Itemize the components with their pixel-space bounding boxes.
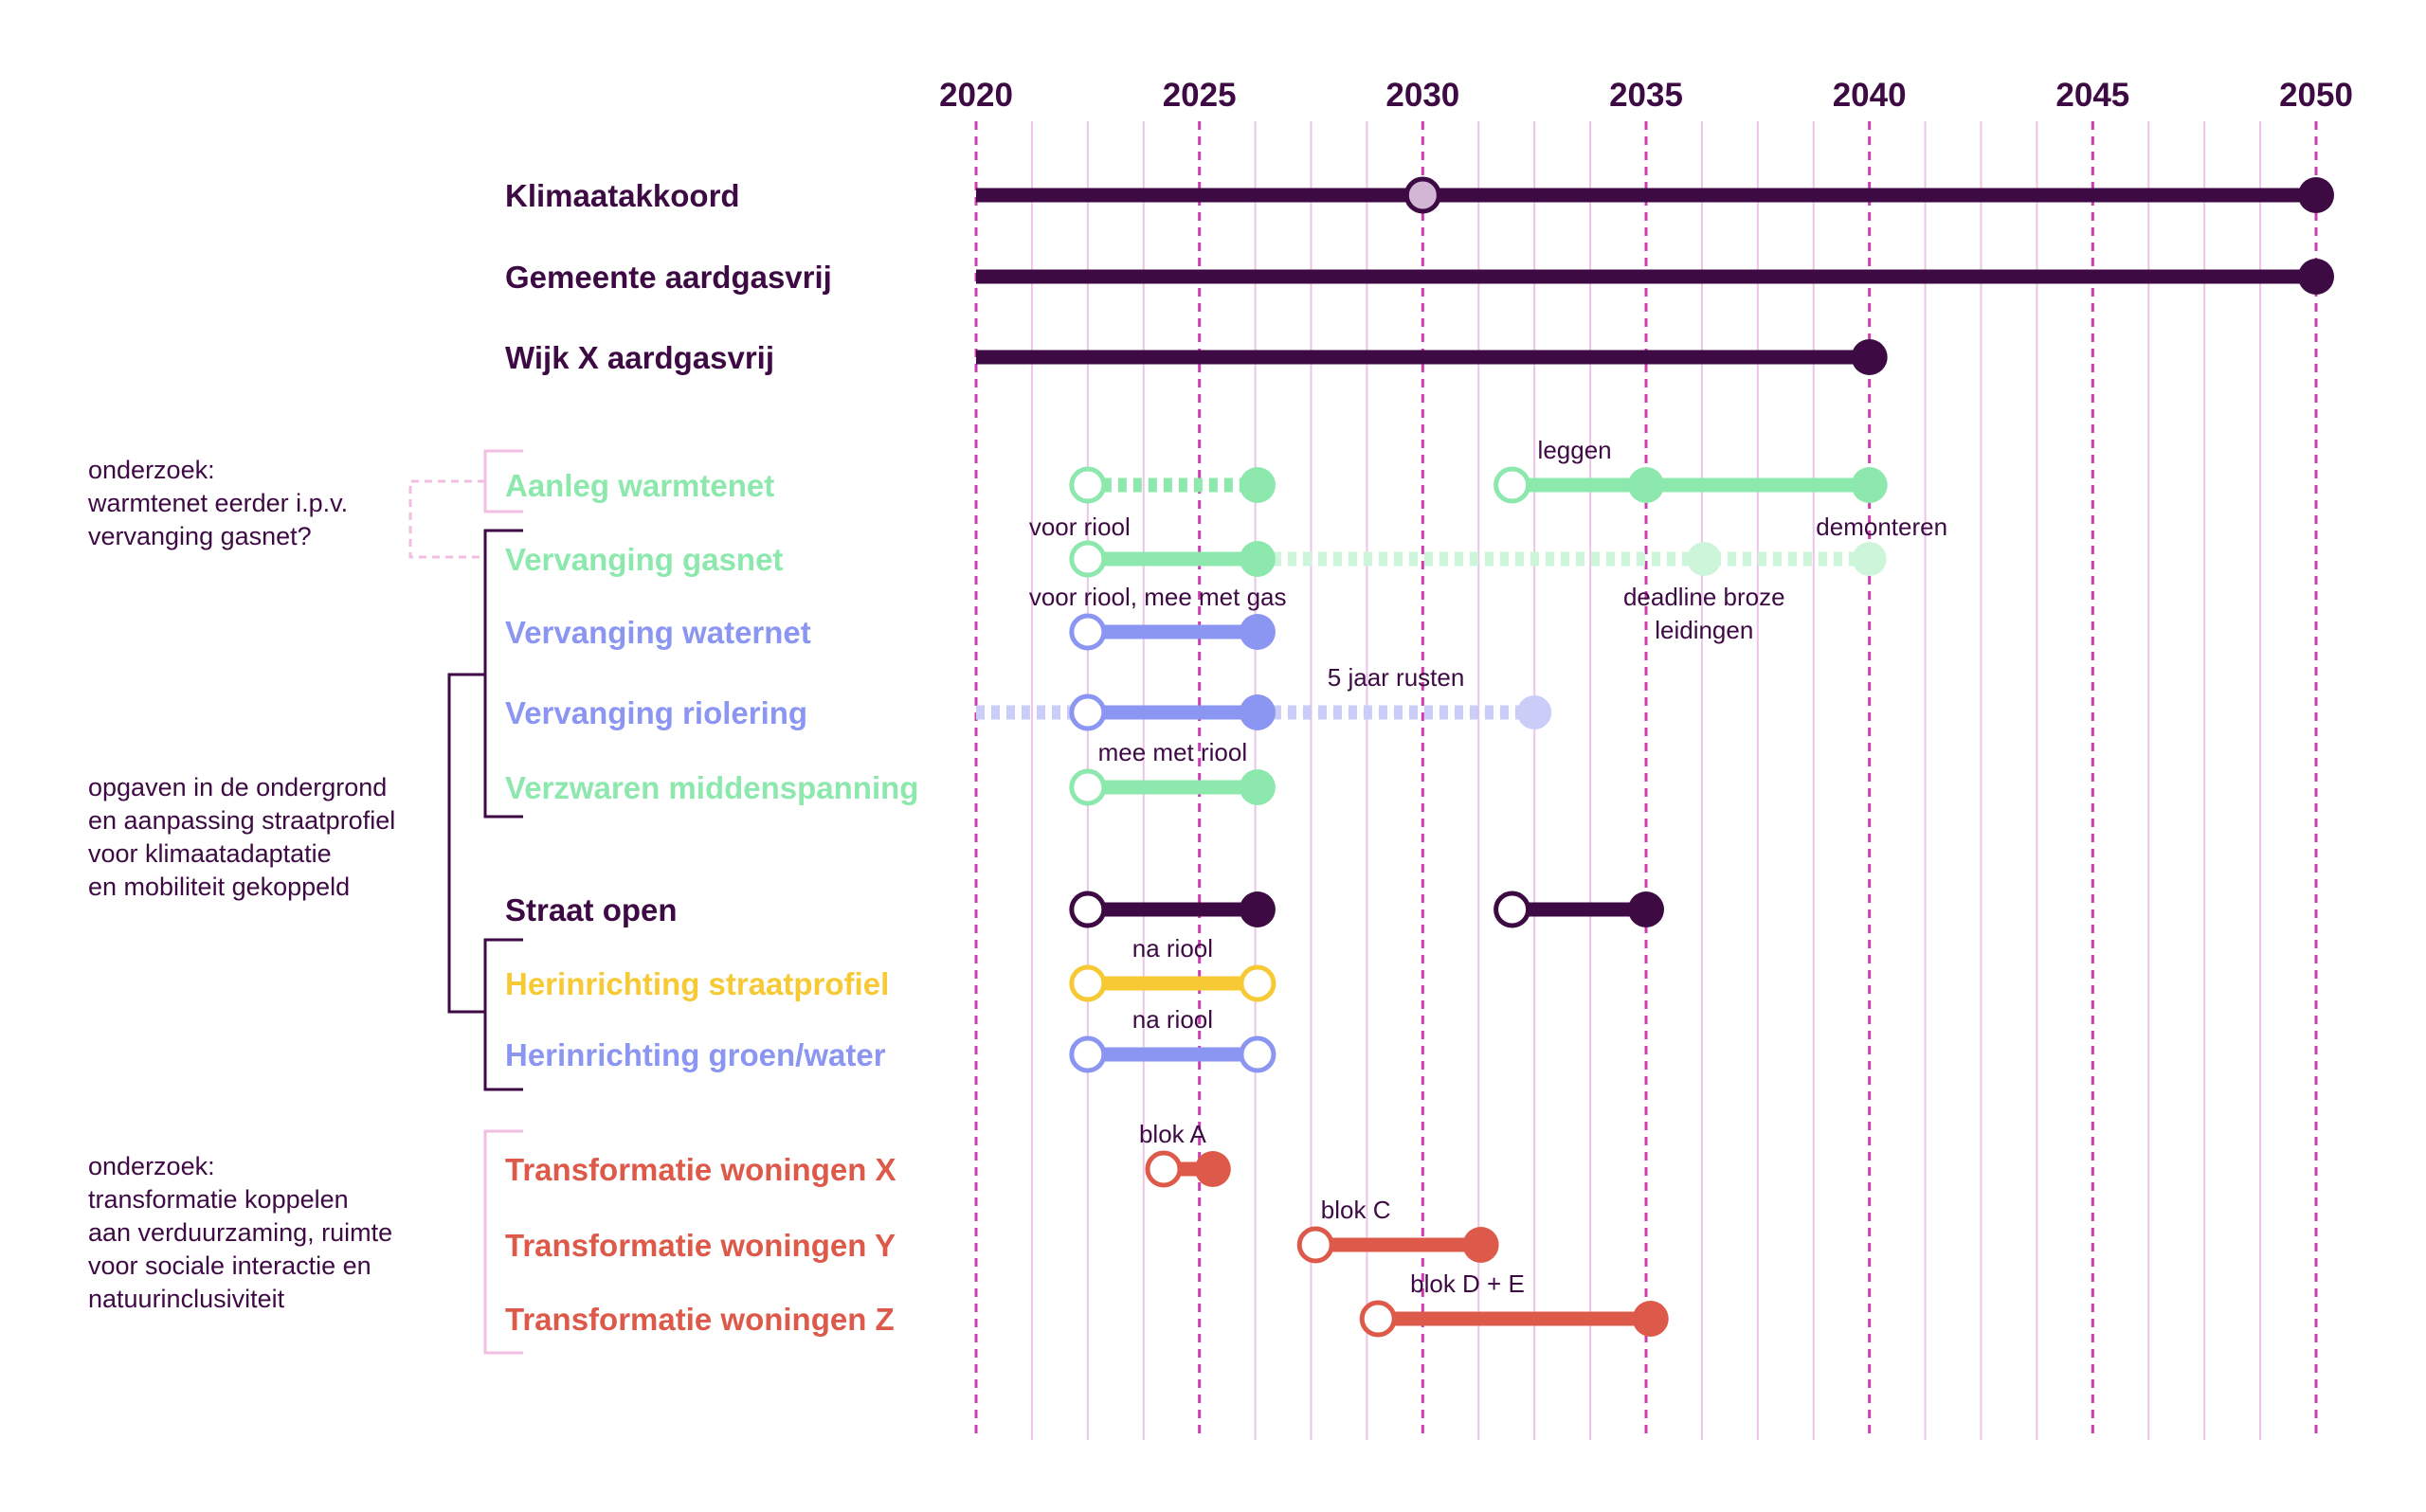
- milestone-hollow: [1359, 1300, 1397, 1338]
- side-notes: onderzoek: warmtenet eerder i.p.v. vervang…: [87, 456, 395, 1313]
- annotation-label: 5 jaar rusten: [1328, 663, 1465, 692]
- timeline-bars: [976, 176, 2334, 1338]
- side-note-line: transformatie koppelen: [88, 1185, 349, 1214]
- annotation-label: blok A: [1139, 1120, 1206, 1148]
- side-note-line: vervanging gasnet?: [88, 522, 312, 550]
- annotation-label: voor riool, mee met gas: [1029, 583, 1287, 611]
- row-label: Aanleg warmtenet: [505, 468, 774, 503]
- milestone-hollow: [1069, 613, 1107, 651]
- milestone-hollow: [1296, 1226, 1334, 1264]
- side-note-line: onderzoek:: [88, 1152, 215, 1180]
- side-note-line: en mobiliteit gekoppeld: [88, 873, 350, 901]
- milestone-filled: [2298, 177, 2334, 213]
- year-tick-label: 2020: [939, 77, 1013, 114]
- bracket-herinrichting: [483, 938, 523, 1091]
- milestone-filled: [1239, 541, 1276, 577]
- side-note-line: aan verduurzaming, ruimte: [88, 1218, 392, 1247]
- row-label: Transformatie woningen X: [505, 1152, 896, 1187]
- row-label: Straat open: [505, 892, 678, 927]
- annotation-label: mee met riool: [1098, 738, 1248, 766]
- milestone-hollow: [1239, 964, 1276, 1002]
- annotation-label: leggen: [1538, 436, 1612, 464]
- annotation-label: leidingen: [1655, 616, 1753, 644]
- milestone-filled: [1851, 467, 1888, 503]
- milestone-filled: [1239, 769, 1276, 805]
- milestone-hollow: [1069, 964, 1107, 1002]
- side-note-line: natuurinclusiviteit: [88, 1285, 285, 1313]
- annotation-label: na riool: [1132, 1005, 1213, 1034]
- row-label: Wijk X aardgasvrij: [505, 340, 774, 375]
- row-label: Vervanging riolering: [505, 695, 807, 730]
- annotation-label: na riool: [1132, 934, 1213, 963]
- milestone-hollow: [1069, 540, 1107, 578]
- row-label: Transformatie woningen Y: [505, 1228, 896, 1263]
- row-label: Vervanging waternet: [505, 615, 811, 650]
- milestone-filled: [1632, 1301, 1669, 1337]
- milestone-hollow: [1069, 768, 1107, 806]
- milestone-light: [1687, 542, 1722, 576]
- milestone-hollow: [1494, 891, 1531, 928]
- milestone-hollow: [1494, 466, 1531, 504]
- bracket-transformatie: [483, 1129, 523, 1355]
- row-label: Gemeente aardgasvrij: [505, 260, 832, 295]
- annotation-label: demonteren: [1816, 513, 1947, 541]
- milestone-filled: [1851, 339, 1888, 375]
- bracket-note-connector: [408, 479, 485, 559]
- milestone-filled: [1239, 694, 1276, 730]
- milestone-filled: [1239, 614, 1276, 650]
- annotation-label: blok C: [1321, 1196, 1391, 1224]
- milestone-filled: [1462, 1227, 1499, 1263]
- milestone-hollow: [1069, 1035, 1107, 1073]
- milestone-light: [1517, 695, 1552, 729]
- milestone-midpoint: [1403, 176, 1441, 214]
- milestone-hollow: [1069, 693, 1107, 731]
- year-tick-label: 2045: [2055, 77, 2129, 114]
- side-note-line: voor sociale interactie en: [88, 1251, 371, 1280]
- side-note-line: onderzoek:: [88, 456, 215, 484]
- side-note-line: en aanpassing straatprofiel: [88, 806, 395, 835]
- year-tick-label: 2025: [1163, 77, 1237, 114]
- annotation-label: voor riool: [1029, 513, 1131, 541]
- year-tick-label: 2040: [1833, 77, 1907, 114]
- row-labels: Klimaatakkoord Gemeente aardgasvrij Wijk X…: [505, 178, 918, 1337]
- row-label: Klimaatakkoord: [505, 178, 740, 213]
- milestone-filled: [1239, 467, 1276, 503]
- side-note-line: voor klimaatadaptatie: [88, 839, 332, 868]
- grouping-brackets: [408, 449, 523, 1355]
- milestone-hollow: [1069, 466, 1107, 504]
- grid-lines: [974, 121, 2318, 1440]
- milestone-filled: [1628, 891, 1664, 927]
- row-label: Verzwaren middenspanning: [505, 770, 918, 805]
- annotation-label: blok D + E: [1410, 1269, 1525, 1298]
- milestone-light: [1852, 542, 1887, 576]
- row-label: Transformatie woningen Z: [505, 1302, 895, 1337]
- milestone-filled: [1628, 467, 1664, 503]
- bracket-outer: [447, 673, 485, 1014]
- side-note-line: warmtenet eerder i.p.v.: [87, 489, 348, 517]
- side-note-line: opgaven in de ondergrond: [88, 773, 387, 801]
- milestone-filled: [1194, 1151, 1231, 1187]
- milestone-filled: [1239, 891, 1276, 927]
- annotation-label: deadline broze: [1623, 583, 1785, 611]
- row-label: Herinrichting straatprofiel: [505, 966, 889, 1001]
- milestone-hollow: [1239, 1035, 1276, 1073]
- milestone-hollow: [1145, 1150, 1183, 1188]
- year-tick-label: 2050: [2279, 77, 2353, 114]
- annotations: leggen voor riool demonteren voor riool, me…: [1029, 436, 1947, 1298]
- milestone-filled: [2298, 259, 2334, 295]
- milestone-hollow: [1069, 891, 1107, 928]
- year-tick-label: 2035: [1609, 77, 1683, 114]
- year-axis: 2020 2025 2030 2035 2040 2045 2050: [939, 77, 2353, 114]
- year-tick-label: 2030: [1385, 77, 1459, 114]
- row-label: Herinrichting groen/water: [505, 1037, 886, 1072]
- row-label: Vervanging gasnet: [505, 542, 783, 577]
